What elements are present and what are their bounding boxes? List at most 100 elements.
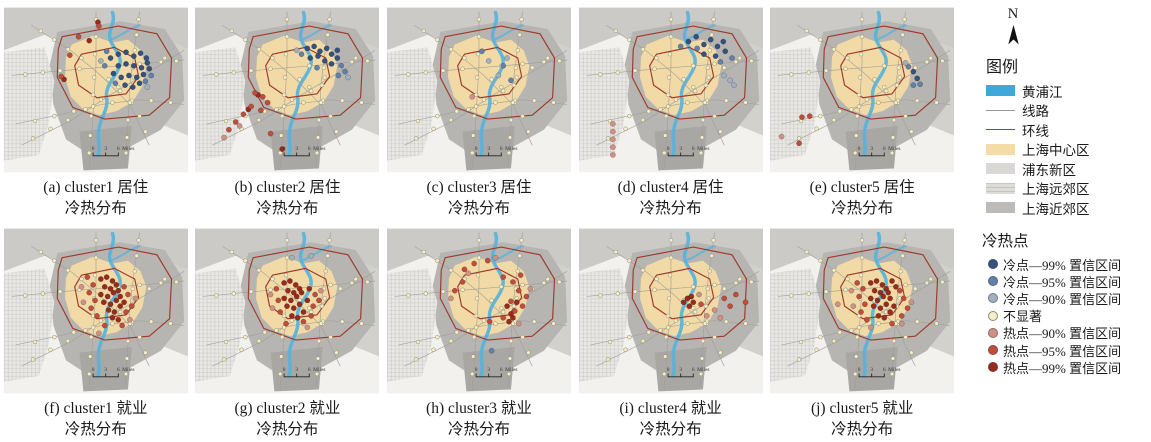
legend-item-1: 线路 [986,101,1151,121]
map-i: 0 3 6 Miles [578,228,763,394]
map-caption: (a) cluster1 居住 冷热分布 [43,177,148,219]
svg-text:6: 6 [117,367,120,373]
hotspot-item-label: 冷点—90% 置信区间 [1003,291,1122,307]
svg-text:3: 3 [104,367,107,373]
svg-text:Miles: Miles [505,367,517,373]
caption-line-1: (i) cluster4 就业 [619,400,722,417]
svg-text:6: 6 [117,146,120,152]
map-panel-d: 0 3 6 Miles (d) cluster4 居住 冷热分布 [575,0,767,221]
svg-text:3: 3 [871,146,874,152]
svg-text:0: 0 [858,367,861,373]
map-panel-i: 0 3 6 Miles (i) cluster4 就业 冷热分布 [575,221,767,442]
hotspot-dot-icon [988,293,998,304]
legend-item-label: 上海远郊区 [1022,182,1090,198]
map-caption: (j) cluster5 就业 冷热分布 [811,398,913,440]
maps-grid: 0 3 6 Miles (a) cluster1 居住 冷热分布 0 3 6 Miles (… [0,0,958,442]
svg-text:0: 0 [858,146,861,152]
svg-text:Miles: Miles [888,146,900,152]
hotspot-legend-title: 冷热点 [982,232,1029,250]
legend-item-label: 上海近郊区 [1022,201,1090,217]
svg-text:Miles: Miles [697,146,709,152]
hotspot-dot-icon [988,362,998,373]
legend-swatch-icon [986,85,1015,97]
caption-line-1: (e) cluster5 居住 [809,179,915,196]
map-panel-g: 0 3 6 Miles (g) cluster2 就业 冷热分布 [192,221,384,442]
caption-line-2: 冷热分布 [831,421,894,438]
legend-swatch-icon [986,143,1015,155]
legend-swatch-icon [986,182,1015,194]
caption-line-1: (b) cluster2 居住 [234,179,341,196]
legend-swatch-icon [986,202,1015,214]
map-d: 0 3 6 Miles [578,7,763,173]
svg-text:3: 3 [104,146,107,152]
map-caption: (b) cluster2 居住 冷热分布 [234,177,340,219]
north-arrow-icon [1007,24,1019,45]
svg-text:6: 6 [883,146,886,152]
svg-text:0: 0 [283,367,286,373]
legend-item-label: 线路 [1022,104,1049,120]
map-panel-e: 0 3 6 Miles (e) cluster5 居住 冷热分布 [766,0,958,221]
map-panel-b: 0 3 6 Miles (b) cluster2 居住 冷热分布 [192,0,384,221]
map-panel-h: 0 3 6 Miles (h) cluster3 就业 冷热分布 [383,221,575,442]
map-caption: (i) cluster4 就业 冷热分布 [619,398,721,440]
map-j: 0 3 6 Miles [770,228,955,394]
legend-item-label: 环线 [1022,123,1049,139]
hotspot-legend-item-ns: 不显著 [988,307,1151,324]
map-panel-c: 0 3 6 Miles (c) cluster3 居住 冷热分布 [383,0,575,221]
map-panel-f: 0 3 6 Miles (f) cluster1 就业 冷热分布 [0,221,192,442]
map-caption: (c) cluster3 居住 冷热分布 [426,177,531,219]
map-panel-a: 0 3 6 Miles (a) cluster1 居住 冷热分布 [0,0,192,221]
svg-text:6: 6 [692,367,695,373]
svg-text:Miles: Miles [122,146,134,152]
legend-item-label: 黄浦江 [1022,84,1063,100]
caption-line-1: (f) cluster1 就业 [44,400,148,417]
svg-text:6: 6 [308,146,311,152]
svg-text:Miles: Miles [888,367,900,373]
svg-text:0: 0 [666,367,669,373]
svg-text:0: 0 [475,146,478,152]
caption-line-2: 冷热分布 [447,200,510,217]
hotspot-dot-icon [988,259,998,270]
caption-line-2: 冷热分布 [831,200,894,217]
legend-item-6: 上海近郊区 [986,198,1151,218]
map-caption: (e) cluster5 居住 冷热分布 [810,177,915,219]
hotspot-legend-item-c99: 冷点—99% 置信区间 [988,256,1151,273]
caption-line-2: 冷热分布 [64,421,127,438]
svg-text:0: 0 [283,146,286,152]
hotspot-legend-item-c90: 冷点—90% 置信区间 [988,290,1151,307]
hotspot-item-label: 不显著 [1003,309,1043,325]
map-a: 0 3 6 Miles [3,7,188,173]
map-g: 0 3 6 Miles [195,228,380,394]
legend-swatch-icon [986,109,1015,111]
legend-item-4: 浦东新区 [986,159,1151,179]
legend-item-0: 黄浦江 [986,81,1151,101]
legend-item-label: 浦东新区 [1022,162,1076,178]
map-caption: (h) cluster3 就业 冷热分布 [426,398,532,440]
caption-line-1: (h) cluster3 就业 [426,400,532,417]
hotspot-dot-icon [988,310,998,321]
caption-line-2: 冷热分布 [639,421,702,438]
svg-text:3: 3 [487,367,490,373]
svg-text:Miles: Miles [314,146,326,152]
hotspot-legend-items: 冷点—99% 置信区间 冷点—95% 置信区间 冷点—90% 置信区间 不显著 热点—9… [988,256,1151,376]
svg-text:6: 6 [308,367,311,373]
legend-panel: N 图例 黄浦江 线路 环线 上海中心区 浦东新区 上海远郊区 上海近郊区 冷热点 冷点—9… [958,0,1151,442]
legend-item-5: 上海远郊区 [986,179,1151,199]
svg-text:3: 3 [679,367,682,373]
hotspot-legend-item-h90: 热点—90% 置信区间 [988,324,1151,341]
hotspot-item-label: 热点—90% 置信区间 [1003,326,1122,342]
svg-text:Miles: Miles [697,367,709,373]
svg-text:3: 3 [296,367,299,373]
caption-line-2: 冷热分布 [256,421,319,438]
hotspot-item-label: 热点—99% 置信区间 [1003,360,1122,376]
caption-line-2: 冷热分布 [64,200,127,217]
map-f: 0 3 6 Miles [3,228,188,394]
map-b: 0 3 6 Miles [195,7,380,173]
svg-text:3: 3 [679,146,682,152]
north-label: N [1007,6,1019,22]
map-h: 0 3 6 Miles [386,228,571,394]
hotspot-legend-item-c95: 冷点—95% 置信区间 [988,273,1151,290]
map-caption: (d) cluster4 居住 冷热分布 [618,177,724,219]
hotspot-dot-icon [988,345,998,356]
north-indicator: N [1000,6,1026,47]
